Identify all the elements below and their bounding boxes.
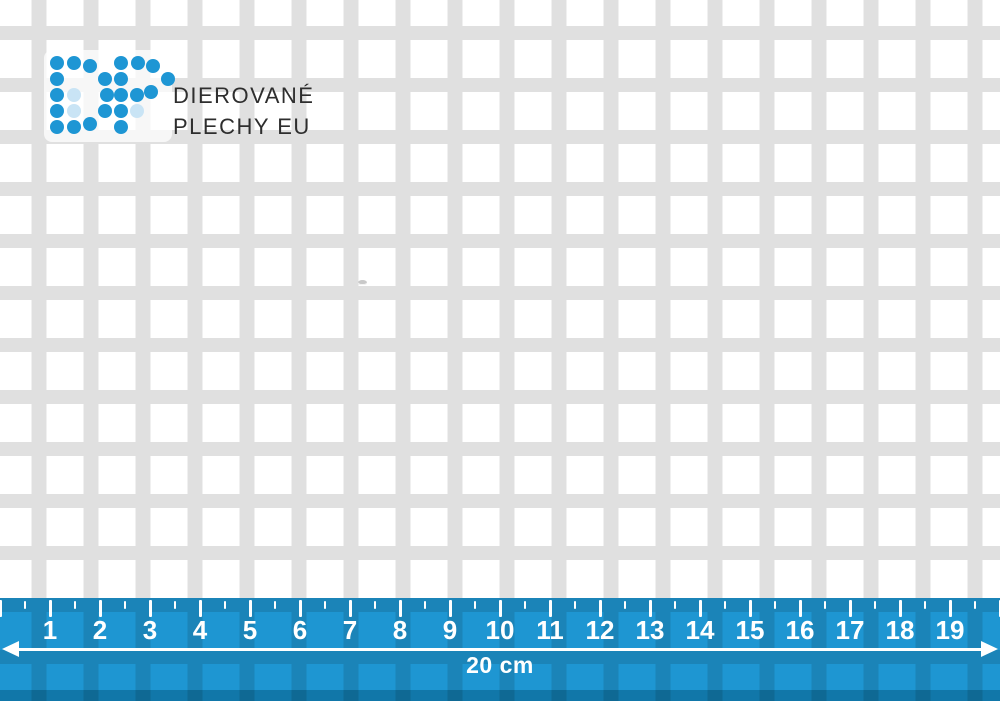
major-tick [448,600,452,617]
major-tick [348,600,352,617]
major-tick [498,600,502,617]
cm-number: 10 [485,615,515,645]
major-tick [848,600,852,617]
major-tick [648,600,652,617]
minor-tick [374,601,376,609]
cm-number: 17 [835,615,865,645]
arrow-left-icon [2,641,19,657]
ruler-span-label: 20 cm [466,652,534,678]
logo-dot [98,104,112,118]
logo-dot-faint [130,104,144,118]
minor-tick [774,601,776,609]
logo-dot [50,120,64,134]
logo-dot [131,56,145,70]
cm-number: 14 [685,615,715,645]
cm-number: 19 [935,615,965,645]
brand-name-line2: PLECHY EU [173,114,311,139]
ruler-marks: 1 2 3 4 5 6 7 8 9 10 11 12 13 14 15 16 17 18 19 20 cm [0,598,1000,701]
logo-dot [83,59,97,73]
logo-dot [100,88,114,102]
major-tick [248,600,252,617]
brand-name: DIEROVANÉ PLECHY EU [173,80,314,142]
cm-number: 3 [142,615,158,645]
cm-number: 18 [885,615,915,645]
logo-dot [114,56,128,70]
ruler-span-line [13,648,987,651]
minor-tick [74,601,76,609]
major-tick [748,600,752,617]
cm-number: 12 [585,615,615,645]
logo-dot [67,56,81,70]
logo-dot [146,59,160,73]
major-tick [598,600,602,617]
major-tick [198,600,202,617]
logo-dot [114,104,128,118]
major-tick [548,600,552,617]
major-tick [998,600,1000,617]
minor-tick [274,601,276,609]
minor-tick [224,601,226,609]
cm-number: 5 [242,615,258,645]
cm-number: 7 [342,615,358,645]
major-tick [0,600,2,617]
cm-number: 1 [42,615,58,645]
minor-tick [724,601,726,609]
cm-number: 6 [292,615,308,645]
surface-blemish [358,280,367,285]
cm-number: 4 [192,615,208,645]
logo-dot [98,72,112,86]
logo-dot [114,72,128,86]
minor-tick [124,601,126,609]
logo-dot [144,85,158,99]
minor-tick [874,601,876,609]
minor-tick [474,601,476,609]
logo-dot [50,88,64,102]
logo-dot [114,88,128,102]
major-tick [698,600,702,617]
major-tick [898,600,902,617]
cm-number: 2 [92,615,108,645]
logo-dot-faint [67,88,81,102]
major-tick [948,600,952,617]
cm-number: 15 [735,615,765,645]
logo-dot-faint [67,104,81,118]
minor-tick [424,601,426,609]
brand-name-line1: DIEROVANÉ [173,83,315,108]
minor-tick [674,601,676,609]
cm-number: 13 [635,615,665,645]
major-tick [48,600,52,617]
minor-tick [974,601,976,609]
logo-dot [50,104,64,118]
logo-dot [67,120,81,134]
major-tick [798,600,802,617]
ruler-overlay: 1 2 3 4 5 6 7 8 9 10 11 12 13 14 15 16 17 18 19 20 cm [0,598,1000,701]
minor-tick [624,601,626,609]
ruler-bottom-strip [0,690,1000,701]
major-tick [98,600,102,617]
logo-dot [50,72,64,86]
minor-tick [924,601,926,609]
logo-dot [83,117,97,131]
logo-dot [114,120,128,134]
major-tick [298,600,302,617]
major-tick [148,600,152,617]
minor-tick [524,601,526,609]
cm-number: 9 [442,615,458,645]
minor-tick [574,601,576,609]
minor-tick [824,601,826,609]
minor-tick [174,601,176,609]
minor-tick [24,601,26,609]
cm-number: 11 [536,615,564,645]
cm-number: 16 [785,615,815,645]
minor-tick [324,601,326,609]
logo-dot [161,72,175,86]
major-tick [398,600,402,617]
cm-number: 8 [392,615,408,645]
arrow-right-icon [981,641,998,657]
logo-dot [130,88,144,102]
logo-dot [50,56,64,70]
